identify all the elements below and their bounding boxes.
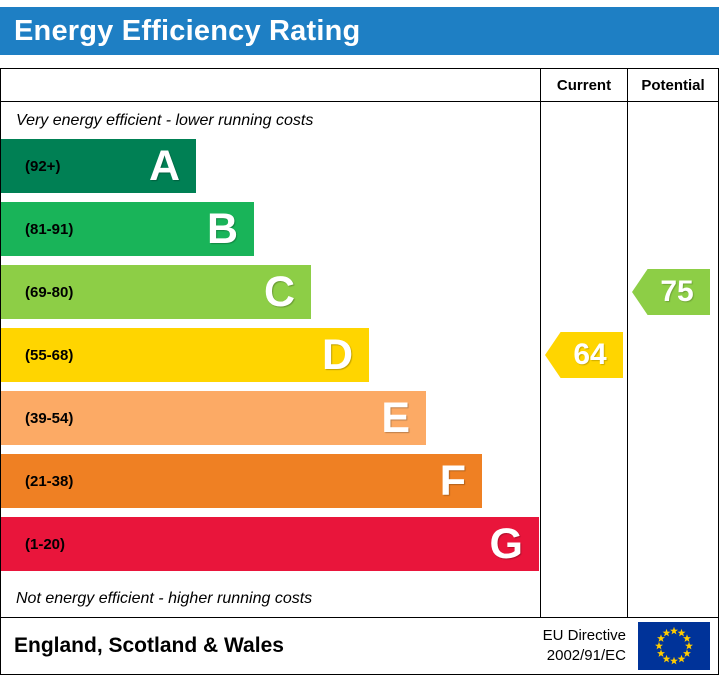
bands-column-header-spacer [1,69,540,102]
band-range-b: (81-91) [25,220,74,238]
band-letter-e: E [381,393,410,442]
band-row-b: (81-91) B [1,202,540,265]
top-note: Very energy efficient - lower running co… [16,111,314,129]
band-letter-d: D [321,330,353,379]
band-letter-g: G [489,519,523,568]
band-bar-f: (21-38) F [1,454,482,508]
footer-region-label: England, Scotland & Wales [14,634,284,657]
band-range-c: (69-80) [25,283,74,301]
band-bar-g: (1-20) G [1,517,539,571]
footer-bar: England, Scotland & Wales EU Directive 2… [0,618,719,675]
current-column-header: Current [541,69,627,102]
band-range-f: (21-38) [25,472,74,490]
band-bar-b: (81-91) B [1,202,254,256]
band-row-e: (39-54) E [1,391,540,454]
current-rating-value: 64 [573,338,607,371]
bands-area: (92+) A (81-91) B (69-80) C [1,139,540,580]
band-bar-a: (92+) A [1,139,196,193]
eu-flag-wrap [638,622,710,670]
band-letter-c: C [263,267,295,316]
bottom-note: Not energy efficient - higher running co… [16,589,313,607]
epc-energy-efficiency-chart: Energy Efficiency Rating Very energy eff… [0,7,719,682]
potential-rating-value: 75 [660,275,694,308]
band-range-e: (39-54) [25,409,74,427]
band-letter-b: B [206,204,238,253]
rating-chart: Very energy efficient - lower running co… [0,68,719,618]
eu-directive-text: EU Directive 2002/91/EC [543,626,626,667]
band-row-c: (69-80) C [1,265,540,328]
band-row-d: (55-68) D [1,328,540,391]
band-bar-e: (39-54) E [1,391,426,445]
band-letter-a: A [148,141,180,190]
current-rating-pointer: 64 [545,332,623,378]
band-row-f: (21-38) F [1,454,540,517]
potential-column: Potential 75 [627,69,718,617]
eu-directive-line1: EU Directive [542,626,626,644]
band-letter-f: F [439,456,466,505]
eu-directive-line2: 2002/91/EC [546,647,626,664]
potential-rating-pointer: 75 [632,269,710,315]
title-bar: Energy Efficiency Rating [0,7,719,55]
band-bar-c: (69-80) C [1,265,311,319]
band-range-a: (92+) [25,157,61,175]
current-column: Current 64 [540,69,627,617]
band-range-g: (1-20) [25,535,66,553]
band-range-d: (55-68) [25,346,74,364]
eu-flag-icon [638,622,710,670]
bands-column: Very energy efficient - lower running co… [1,69,540,617]
potential-column-header: Potential [628,69,718,102]
band-bar-d: (55-68) D [1,328,369,382]
band-row-a: (92+) A [1,139,540,202]
band-row-g: (1-20) G [1,517,540,580]
page-title: Energy Efficiency Rating [14,14,361,47]
